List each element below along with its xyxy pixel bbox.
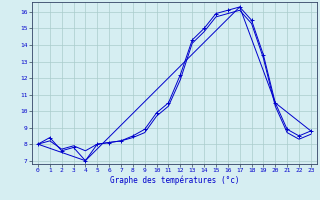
X-axis label: Graphe des températures (°c): Graphe des températures (°c) bbox=[110, 176, 239, 185]
